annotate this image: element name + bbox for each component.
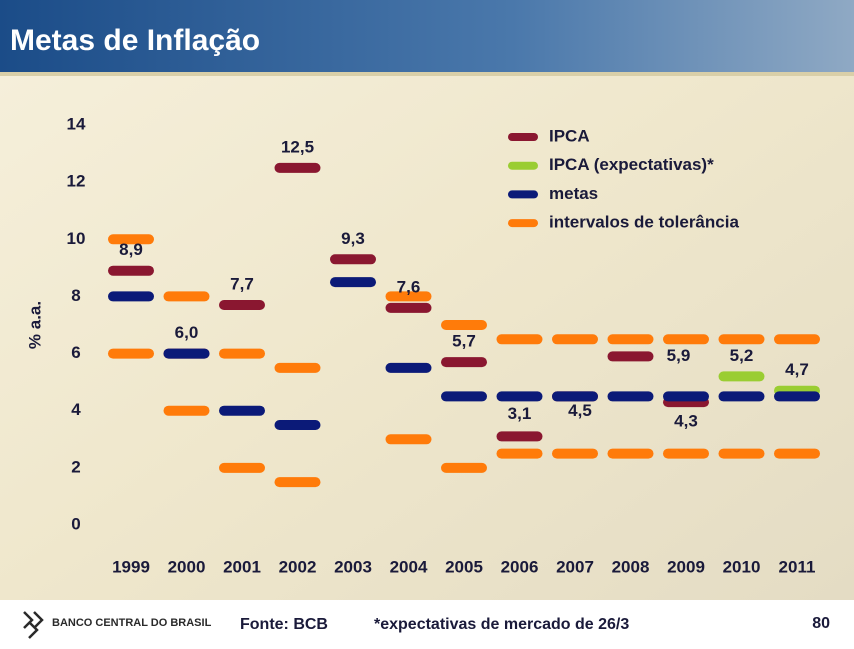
data-label: 7,6 [397, 277, 421, 296]
data-label: 4,5 [568, 401, 592, 420]
dash [663, 391, 709, 402]
y-tick-label: 2 [71, 457, 80, 476]
tolerance-upper [441, 320, 487, 330]
y-tick-label: 14 [67, 114, 86, 133]
legend-label: IPCA [549, 126, 590, 145]
x-tick-label: 2009 [667, 557, 705, 576]
dash [774, 391, 820, 402]
y-tick-label: 10 [67, 229, 86, 248]
dash [607, 351, 654, 362]
data-label: 8,9 [119, 240, 143, 259]
tolerance-upper [774, 334, 820, 345]
data-label: 7,7 [230, 274, 254, 293]
tolerance-lower [274, 477, 321, 488]
x-tick-label: 2011 [779, 557, 816, 576]
title-rule [0, 72, 854, 76]
data-label: 4,7 [785, 360, 809, 379]
dash [330, 254, 376, 265]
footnote: *expectativas de mercado de 26/3 [374, 616, 629, 633]
logo-text: BANCO CENTRAL DO BRASIL [52, 617, 212, 629]
tolerance-upper [552, 334, 598, 345]
logo-icon [23, 611, 44, 639]
x-tick-label: 2002 [279, 557, 317, 576]
source: Fonte: BCB [240, 616, 328, 633]
dash [441, 357, 487, 368]
x-tick-label: 2008 [612, 557, 650, 576]
data-label: 3,1 [508, 404, 532, 423]
x-tick-label: 2004 [390, 557, 428, 576]
dash [330, 277, 376, 288]
tolerance-upper [274, 362, 321, 373]
page-number: 80 [812, 615, 830, 632]
tolerance-upper [219, 348, 265, 359]
dash [552, 391, 598, 402]
data-label: 4,3 [674, 412, 698, 431]
dash [274, 420, 321, 430]
legend-swatch [508, 133, 538, 141]
legend-swatch [508, 219, 538, 228]
x-tick-label: 2000 [168, 557, 206, 576]
tolerance-lower [219, 462, 265, 473]
dash [441, 391, 487, 402]
tolerance-upper [163, 291, 210, 302]
legend-swatch [508, 190, 538, 199]
tolerance-upper [496, 334, 543, 345]
x-tick-label: 2010 [723, 557, 761, 576]
dash [385, 302, 432, 313]
y-tick-label: 8 [71, 286, 80, 305]
tolerance-lower [607, 448, 654, 459]
y-tick-label: 0 [71, 514, 80, 533]
dash [496, 391, 543, 402]
dash [385, 362, 432, 373]
footer-bar [0, 600, 854, 649]
tolerance-lower [552, 448, 598, 459]
x-tick-label: 2006 [501, 557, 539, 576]
dash [219, 300, 265, 310]
tolerance-lower [496, 448, 543, 459]
tolerance-upper [385, 291, 432, 302]
tolerance-upper [663, 334, 709, 345]
tolerance-lower [385, 434, 432, 445]
legend-swatch [508, 161, 538, 170]
legend-label: IPCA (expectativas)* [549, 155, 714, 174]
dash [496, 431, 543, 442]
tolerance-lower [718, 448, 765, 459]
dash [274, 162, 321, 173]
data-label: 6,0 [175, 323, 199, 342]
data-label: 5,7 [452, 332, 476, 351]
y-axis-label: % a.a. [25, 301, 44, 349]
title-bar [0, 0, 854, 72]
data-label: 12,5 [281, 137, 314, 156]
dash [607, 391, 654, 402]
legend-label: intervalos de tolerância [549, 213, 739, 232]
tolerance-lower [774, 448, 820, 459]
tolerance-upper [718, 334, 765, 345]
tolerance-lower [108, 348, 154, 359]
dash [163, 348, 210, 359]
x-tick-label: 2005 [445, 557, 483, 576]
chart-title: Metas de Inflação [10, 24, 260, 57]
dash [108, 291, 154, 302]
tolerance-lower [441, 462, 487, 473]
y-tick-label: 6 [71, 343, 80, 362]
y-tick-label: 12 [67, 172, 86, 191]
dash [219, 405, 265, 416]
x-tick-label: 2001 [223, 557, 261, 576]
data-label: 5,2 [730, 346, 754, 365]
x-tick-label: 1999 [112, 557, 150, 576]
y-tick-label: 4 [71, 400, 81, 419]
x-tick-label: 2007 [556, 557, 594, 576]
tolerance-upper [607, 334, 654, 345]
tolerance-lower [163, 405, 210, 416]
tolerance-upper [108, 234, 154, 245]
tolerance-lower [663, 448, 709, 459]
dash [108, 265, 154, 276]
dash [718, 371, 765, 382]
data-label: 5,9 [667, 346, 691, 365]
dash [718, 391, 765, 402]
x-tick-label: 2003 [334, 557, 372, 576]
data-label: 9,3 [341, 229, 365, 248]
legend-label: metas [549, 184, 598, 203]
